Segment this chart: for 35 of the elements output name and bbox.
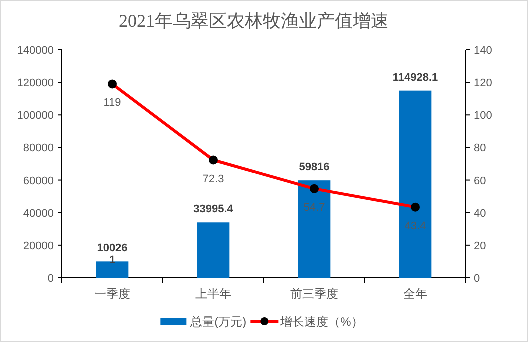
y2-tick-label: 20 (474, 240, 486, 252)
bar (197, 222, 230, 278)
y-tick-label: 80000 (23, 142, 54, 155)
y2-tick-label: 0 (474, 273, 480, 285)
y2-tick-label: 40 (474, 208, 486, 220)
y-tick-label: 120000 (17, 78, 54, 90)
chart-title: 2021年乌翠区农林牧渔业产值增速 (119, 11, 389, 31)
data-label: 114928.1 (392, 72, 438, 84)
y2-tick-label: 60 (474, 175, 486, 188)
x-tick-label: 一季度 (94, 287, 130, 301)
data-label: 33995.4 (194, 204, 234, 216)
y-tick-label: 20000 (23, 240, 54, 252)
y-tick-label: 140000 (17, 45, 54, 57)
y2-tick-label: 140 (474, 45, 492, 57)
data-label: 59816 (299, 162, 330, 174)
legend-label: 增长速度（%） (280, 315, 364, 329)
x-tick-label: 全年 (404, 287, 428, 301)
x-tick-label: 前三季度 (290, 287, 338, 301)
data-label: 54.7 (304, 202, 326, 214)
y2-tick-label: 80 (474, 142, 486, 155)
y-tick-label: 60000 (23, 175, 54, 188)
data-label: 43.4 (404, 220, 426, 232)
y2-tick-label: 100 (474, 110, 492, 122)
data-label: 119 (104, 97, 122, 110)
data-label: 10026 (97, 242, 128, 255)
legend-label: 总量(万元) (190, 315, 247, 329)
bar (96, 262, 129, 278)
x-tick-label: 上半年 (196, 287, 232, 301)
bar (399, 90, 432, 278)
y-tick-label: 100000 (17, 110, 54, 122)
data-label: 72.3 (202, 173, 224, 186)
y2-tick-label: 120 (474, 78, 492, 90)
y-tick-label: 0 (48, 273, 54, 285)
bar (298, 180, 331, 278)
y-tick-label: 40000 (23, 208, 54, 220)
